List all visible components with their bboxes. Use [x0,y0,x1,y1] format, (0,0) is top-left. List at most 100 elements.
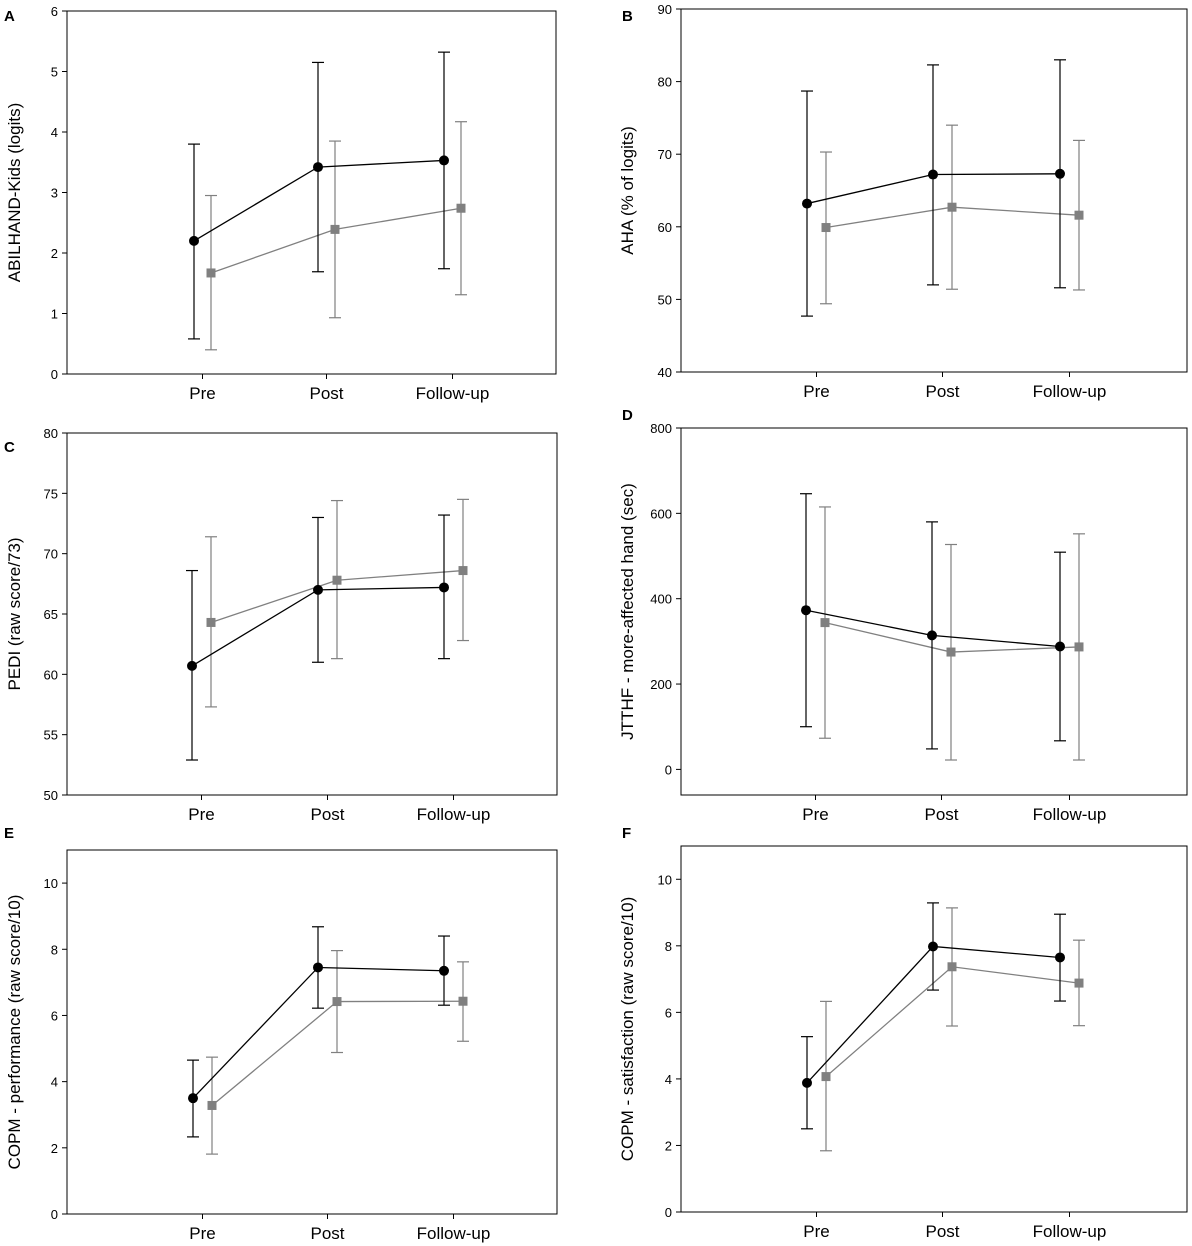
x-category-label: Pre [188,805,214,824]
y-tick-label: 400 [650,592,672,607]
y-tick-label: 10 [658,872,672,887]
data-point [946,647,956,657]
series-group-gray [820,124,1085,305]
y-tick-label: 40 [658,365,672,380]
y-tick-label: 70 [44,547,58,562]
data-point [928,169,938,180]
y-axis-label: COPM - performance (raw score/10) [5,895,24,1170]
panel-e: E 0 2 4 6 8 10 Pre Post Follow-up COPM - performan… [4,825,558,1243]
data-point [458,566,468,576]
x-category-label: Follow-up [1033,382,1107,401]
data-point [1074,642,1084,652]
panel-a: A 0 1 2 3 4 5 6 Pre Post Follow-up ABILHAND-Kids (l… [4,4,557,403]
x-category-label: Post [310,1224,344,1243]
y-tick-label: 8 [51,942,58,957]
x-category-label: Pre [802,805,828,824]
y-tick-label: 50 [658,292,672,307]
x-category-label: Pre [189,384,215,403]
panel-label: F [622,825,631,842]
data-point [332,575,342,585]
data-point [801,605,811,616]
plot-frame [680,8,1188,373]
panel-label: A [4,8,15,25]
panel-label: C [4,439,15,456]
series-line [210,207,462,274]
x-category-label: Pre [189,1224,215,1243]
y-axis-label: PEDI (raw score/73) [5,537,24,690]
x-category-label: Post [925,1222,959,1241]
panel-b: B 40 50 60 70 80 90 Pre Post Follow-up AHA (% of l… [618,2,1188,401]
data-point [439,155,449,166]
data-point [947,202,957,212]
y-tick-label: 0 [51,367,58,382]
y-tick-label: 4 [51,125,58,140]
y-tick-label: 6 [665,1005,672,1020]
data-point [207,1100,217,1110]
data-point [1055,952,1065,963]
y-tick-label: 1 [51,307,58,322]
data-point [927,630,937,641]
y-tick-label: 55 [44,728,58,743]
data-point [206,617,216,627]
data-point [313,162,323,173]
data-point [1055,168,1065,179]
data-point [802,1077,812,1088]
data-point [189,235,199,246]
y-tick-label: 90 [658,2,672,17]
y-tick-label: 2 [665,1138,672,1153]
series-group-gray [205,498,469,708]
y-tick-label: 3 [51,186,58,201]
series-group-black [188,51,450,340]
series-group-black [801,902,1066,1130]
data-point [820,618,830,628]
x-category-label: Follow-up [417,1224,491,1243]
plot-frame [66,432,558,796]
series-line [805,609,1061,648]
series-group-gray [819,506,1085,761]
y-tick-label: 600 [650,506,672,521]
y-tick-label: 10 [44,876,58,891]
y-tick-label: 200 [650,677,672,692]
y-tick-label: 60 [658,220,672,235]
x-category-label: Post [924,805,958,824]
y-tick-label: 8 [665,939,672,954]
x-category-label: Follow-up [417,805,491,824]
data-point [313,962,323,973]
data-point [821,1072,831,1082]
y-tick-label: 6 [51,4,58,19]
data-point [821,223,831,233]
series-group-black [187,926,450,1138]
panel-c: C 50 55 60 65 70 75 80 Pre Post Follow-up PEDI (raw… [4,426,558,824]
x-category-label: Post [309,384,343,403]
data-point [206,268,216,278]
x-category-label: Pre [803,382,829,401]
y-tick-label: 0 [51,1207,58,1222]
panel-label: E [4,825,14,842]
y-tick-label: 50 [44,788,58,803]
y-tick-label: 5 [51,65,58,80]
x-category-label: Follow-up [1033,1222,1107,1241]
data-point [439,582,449,593]
panel-d: D 0 200 400 600 800 Pre Post Follow-up JTTHF - mo… [618,407,1188,824]
y-axis-label: JTTHF - more-affected hand (sec) [618,483,637,740]
series-group-black [801,59,1066,317]
y-tick-label: 4 [665,1072,672,1087]
panel-label: D [622,407,633,424]
series-group-gray [820,907,1085,1152]
y-tick-label: 0 [665,762,672,777]
panel-label: B [622,8,633,25]
y-tick-label: 4 [51,1075,58,1090]
data-point [330,224,340,234]
y-tick-label: 80 [44,426,58,441]
series-group-black [186,514,450,761]
y-axis-label: AHA (% of logits) [618,126,637,255]
plot-frame [66,10,557,375]
x-category-label: Follow-up [416,384,490,403]
plot-frame [66,849,558,1215]
data-point [947,962,957,972]
series-group-gray [205,121,467,351]
x-category-label: Pre [803,1222,829,1241]
data-point [1055,641,1065,652]
series-line [193,159,445,242]
